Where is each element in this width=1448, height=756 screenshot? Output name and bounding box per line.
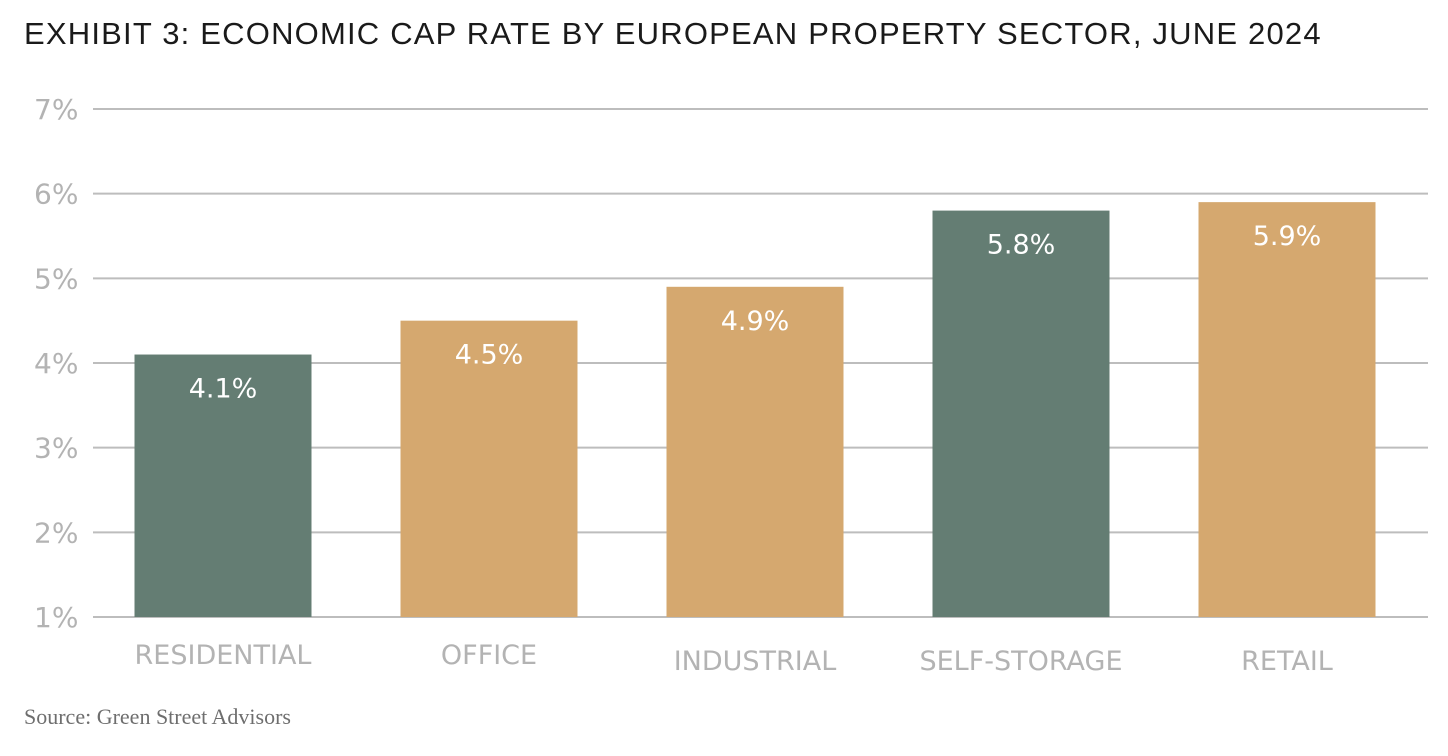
bar-value-label: 5.8% — [987, 230, 1056, 261]
y-tick-label: 3% — [34, 432, 78, 465]
chart-title: EXHIBIT 3: ECONOMIC CAP RATE BY EUROPEAN… — [24, 16, 1322, 51]
x-axis-category-labels: RESIDENTIAL OFFICE INDUSTRIAL SELF-STORAGE R… — [135, 640, 1333, 677]
bar-office — [400, 320, 578, 617]
y-axis-tick-labels: 1% 2% 3% 4% 5% 6% 7% — [34, 93, 78, 634]
x-category-label: RETAIL — [1241, 646, 1333, 677]
y-tick-label: 7% — [34, 93, 78, 126]
bar-retail — [1198, 202, 1376, 617]
bar-residential — [134, 354, 312, 617]
bar-value-label: 4.9% — [721, 306, 790, 337]
bar-self-storage — [932, 210, 1110, 617]
y-tick-label: 2% — [34, 516, 78, 549]
bar-chart: 1% 2% 3% 4% 5% 6% 7% 4.1% 4.5% 4.9% 5.8% 5.9% RESI… — [34, 93, 1428, 677]
source-note: Source: Green Street Advisors — [24, 704, 291, 729]
y-tick-label: 6% — [34, 178, 78, 211]
x-category-label: INDUSTRIAL — [674, 646, 837, 677]
bar-value-label: 5.9% — [1253, 221, 1322, 252]
x-category-label: RESIDENTIAL — [135, 640, 312, 671]
bar-industrial — [666, 286, 844, 617]
y-tick-label: 5% — [34, 262, 78, 295]
bar-value-label: 4.5% — [455, 340, 524, 371]
x-category-label: OFFICE — [441, 640, 537, 671]
y-tick-label: 1% — [34, 601, 78, 634]
bars — [134, 202, 1376, 617]
bar-value-label: 4.1% — [189, 374, 258, 405]
bar-value-labels: 4.1% 4.5% 4.9% 5.8% 5.9% — [189, 221, 1322, 404]
x-category-label: SELF-STORAGE — [919, 646, 1122, 677]
y-tick-label: 4% — [34, 347, 78, 380]
